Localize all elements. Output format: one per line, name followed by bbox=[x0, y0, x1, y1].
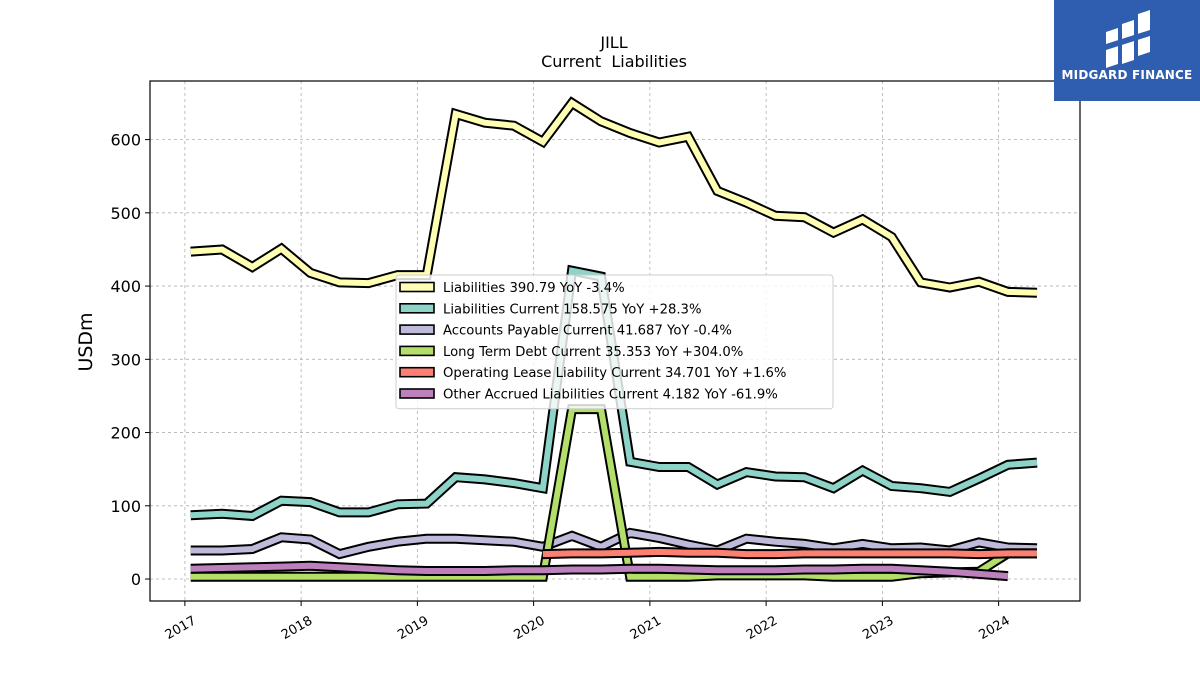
legend-label: Operating Lease Liability Current 34.701… bbox=[443, 366, 786, 381]
legend-swatch bbox=[399, 302, 435, 314]
y-tick-label: 400 bbox=[110, 277, 141, 296]
y-tick-label: 300 bbox=[110, 350, 141, 369]
x-tick-label: 2017 bbox=[163, 613, 199, 643]
series-line-4 bbox=[542, 546, 1037, 560]
brand-name: MIDGARD FINANCE bbox=[1061, 68, 1193, 82]
legend-swatch bbox=[399, 366, 435, 378]
x-tick-label: 2023 bbox=[860, 613, 896, 643]
legend-swatch bbox=[399, 388, 435, 399]
y-axis-label: USDm bbox=[75, 312, 97, 371]
legend-label: Liabilities Current 158.575 YoY +28.3% bbox=[443, 302, 701, 317]
x-tick-label: 2020 bbox=[511, 613, 547, 643]
legend-label: Liabilities 390.79 YoY -3.4% bbox=[443, 281, 625, 296]
y-tick-label: 500 bbox=[110, 204, 141, 223]
brand-logo: MIDGARD FINANCE bbox=[1054, 0, 1200, 101]
y-tick-label: 600 bbox=[110, 131, 141, 150]
y-tick-label: 100 bbox=[110, 497, 141, 516]
legend-swatch bbox=[399, 281, 435, 293]
y-axis-ticks: 0 100 200 300 400 500 600 bbox=[110, 131, 150, 589]
series-line-2 bbox=[190, 527, 1038, 560]
y-tick-label: 0 bbox=[131, 570, 141, 589]
brand-mark-icon bbox=[1106, 10, 1150, 68]
plot-frame bbox=[149, 80, 1081, 602]
legend-box bbox=[395, 274, 834, 410]
legend-label: Other Accrued Liabilities Current 4.182 … bbox=[443, 388, 778, 403]
chart-subtitle: Current Liabilities bbox=[541, 52, 687, 71]
series-line-5 bbox=[190, 560, 1009, 582]
chart-title: JILL bbox=[599, 33, 627, 52]
x-tick-label: 2019 bbox=[395, 613, 431, 643]
series-layer bbox=[190, 96, 1038, 582]
y-tick-label: 200 bbox=[110, 424, 141, 443]
x-tick-label: 2021 bbox=[628, 613, 664, 643]
legend-swatch bbox=[399, 324, 435, 335]
legend-label: Long Term Debt Current 35.353 YoY +304.0… bbox=[443, 345, 743, 360]
series-stroke bbox=[190, 562, 1009, 580]
legend-label: Accounts Payable Current 41.687 YoY -0.4… bbox=[443, 324, 732, 339]
series-stroke bbox=[190, 529, 1038, 558]
x-tick-label: 2024 bbox=[976, 613, 1012, 643]
x-tick-label: 2022 bbox=[744, 613, 780, 643]
series-stroke bbox=[542, 548, 1037, 558]
legend: Liabilities 390.79 YoY -3.4% Liabilities … bbox=[395, 274, 834, 410]
series-line-3 bbox=[190, 404, 1037, 582]
x-axis-ticks: 2017 2018 2019 2020 2021 2022 2023 2024 bbox=[163, 601, 1013, 643]
series-line-0 bbox=[190, 96, 1038, 298]
series-stroke bbox=[190, 98, 1038, 296]
x-tick-label: 2018 bbox=[279, 613, 315, 643]
series-stroke bbox=[190, 406, 1037, 580]
legend-swatch bbox=[399, 345, 435, 357]
